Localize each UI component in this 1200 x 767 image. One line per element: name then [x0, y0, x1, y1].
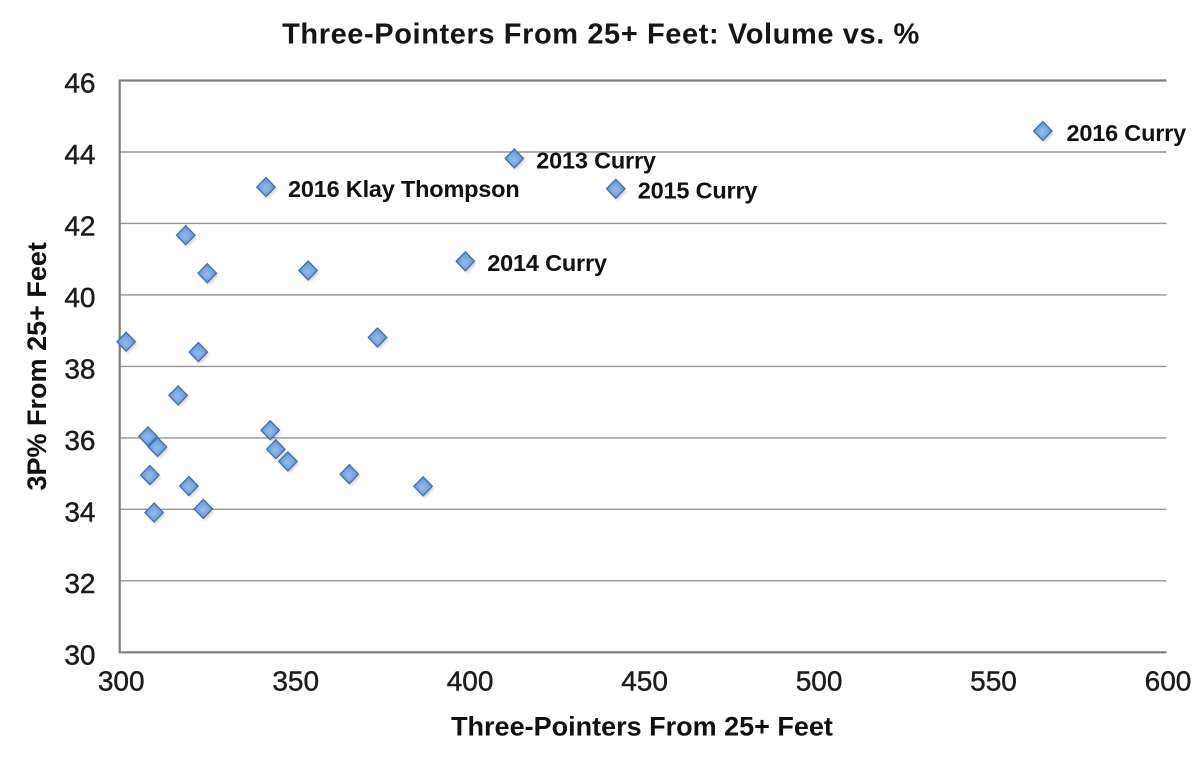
- svg-text:300: 300: [98, 666, 145, 697]
- svg-text:40: 40: [64, 282, 95, 313]
- svg-text:34: 34: [64, 496, 95, 527]
- svg-text:500: 500: [796, 666, 843, 697]
- svg-text:Three-Pointers From 25+ Feet: Three-Pointers From 25+ Feet: [451, 712, 833, 742]
- svg-text:30: 30: [64, 639, 95, 670]
- svg-text:350: 350: [272, 666, 319, 697]
- svg-text:2014 Curry: 2014 Curry: [487, 250, 607, 276]
- svg-text:600: 600: [1145, 666, 1192, 697]
- svg-text:2015 Curry: 2015 Curry: [638, 178, 758, 204]
- svg-text:400: 400: [447, 666, 494, 697]
- svg-text:550: 550: [970, 666, 1017, 697]
- svg-text:38: 38: [64, 353, 95, 384]
- svg-text:46: 46: [64, 68, 95, 99]
- svg-text:36: 36: [64, 425, 95, 456]
- svg-text:44: 44: [64, 139, 95, 170]
- svg-text:Three-Pointers From 25+ Feet:: Three-Pointers From 25+ Feet: Volume vs.…: [282, 19, 920, 51]
- svg-text:3P% From 25+ Feet: 3P% From 25+ Feet: [22, 242, 52, 490]
- svg-text:42: 42: [64, 210, 95, 241]
- svg-text:32: 32: [64, 568, 95, 599]
- svg-text:2013 Curry: 2013 Curry: [536, 147, 656, 173]
- svg-text:2016 Curry: 2016 Curry: [1067, 120, 1187, 146]
- svg-text:2016 Klay Thompson: 2016 Klay Thompson: [288, 176, 519, 202]
- svg-text:450: 450: [621, 666, 668, 697]
